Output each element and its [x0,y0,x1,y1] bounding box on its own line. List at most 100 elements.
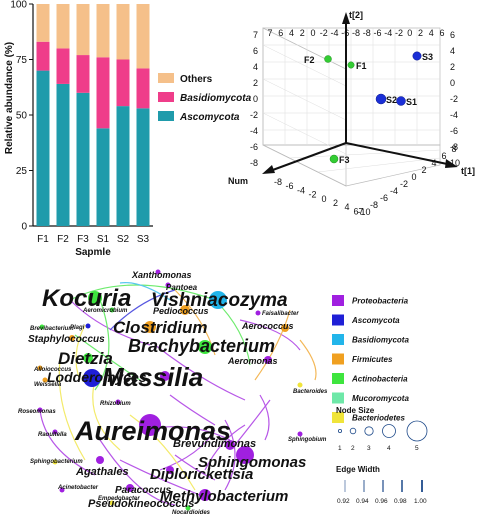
node-roseomonas [37,407,43,413]
label-sphingomonas: Sphingomonas [198,454,306,471]
pca-tick-label: -8 [250,158,258,168]
node-brevibacterium [39,324,45,330]
label-vishniacozyma: Vishniacozyma [151,290,288,311]
node-methylobacterium [199,489,211,501]
pca-axis-num-arrow [262,165,275,174]
phylum-swatch [332,373,344,384]
pca-point-f3: F3 [329,154,350,165]
node-agathales [96,456,104,464]
node-aeromicrobium [109,307,115,313]
bar-x-tick-label: F2 [57,234,69,245]
label-empedobacter: Empedobacter [98,496,140,502]
pca-axis-t2-arrow [342,12,350,24]
phylum-label: Mucoromycota [352,394,409,403]
phylum-swatch [332,412,344,423]
pca-tick-label: 0 [253,94,258,104]
node-aureimonas [139,414,161,436]
bar-others-f3 [76,4,90,56]
pca-tick-label: 0 [321,194,326,204]
pca-tick-label: 7 [253,30,258,40]
edge-width-legend: Edge Width 0.92 0.94 0.96 0.98 1.00 [336,465,427,505]
pca-gridlines [262,28,441,173]
pca-tick-label: -2 [320,28,328,38]
bar-ylabel: Relative abundance (%) [4,42,15,154]
pca-tick-label: 2 [333,198,338,208]
svg-text:0.96: 0.96 [375,498,388,505]
pca-tick-label: 7 [267,28,272,38]
pca-tick-label: -2 [250,110,258,120]
pca-tick-label: 6 [253,46,258,56]
bar-basidiomycota-f3 [76,55,90,93]
bar-others-f2 [56,4,70,49]
svg-text:F2: F2 [304,55,315,65]
pca-tick-label: 6 [439,28,444,38]
bar-chart: Relative abundance (%) 0 25 50 75 100 F1 F2 F3… [4,0,252,258]
phylum-label: Firmicutes [352,355,393,364]
node-rhizobium [115,399,121,405]
pca-tick-label: -8 [363,28,371,38]
pca-tick-label: 2 [253,78,258,88]
phylum-legend: Proteobacteria Ascomycota Basidiomycota Fir… [332,295,409,423]
svg-text:S1: S1 [406,97,417,107]
label-aureimonas: Aureimonas [74,416,231,446]
node-size-title: Node Size [336,406,375,415]
pca-label-t2: t[2] [349,10,363,20]
label-faisalibacter: Faisalibacter [262,311,299,317]
pca-right-ticks: 6 4 2 0 -2 -4 -6 -8 10 [450,30,460,168]
network-edges [39,282,317,506]
node-faisalibacter [255,310,261,316]
label-pantoea: Pantoea [166,283,198,292]
svg-text:2: 2 [351,445,355,452]
bar-others-f1 [36,4,50,42]
pca-point-f2: F2 [304,55,332,65]
pca-tick-label: -6 [380,193,388,203]
svg-text:S2: S2 [386,95,397,105]
bar-x-tick-label: S2 [117,234,130,245]
bar-ascomycota-f1 [36,70,50,226]
node-paracoccus [126,484,134,492]
pca-tick-label: 2 [300,28,305,38]
network-graph: Xanthomonas Pantoea Kocuria Vishniacozym… [18,269,328,516]
bar-ascomycota-s1 [96,128,110,226]
phylum-label: Bacteriodetes [352,414,405,423]
node-brevundimonas [225,440,235,450]
pca-tick-label: -6 [373,28,381,38]
bar-basidiomycota-s3 [136,68,150,109]
pca-back-wall [262,27,441,146]
node-brachybacterium [198,340,212,354]
pca-tick-label: -2 [308,190,316,200]
phylum-label: Ascomycota [351,316,400,325]
node-sphingomonas [236,446,254,464]
pca-tick-label: -8 [370,200,378,210]
network-labels: Xanthomonas Pantoea Kocuria Vishniacozym… [18,270,328,516]
legend-swatch-basidiomycota [158,92,174,102]
label-aeromonas: Aeromonas [227,356,278,366]
legend-label-others: Others [180,74,213,85]
phylum-label: Actinobacteria [351,375,408,384]
node-xanthomonas [155,269,161,275]
label-plagi: Plagi [70,325,85,331]
pca-tick-label: 6 [278,28,283,38]
node-diplorickettsia [166,466,174,474]
pca-tick-label: -2 [395,28,403,38]
pca-tick-label: 4 [289,28,294,38]
node-sphingobacterium [52,459,58,465]
pca-axis-t1 [345,142,453,166]
pca-tick-label: -6 [341,28,349,38]
pca-point-s2: S2 [375,93,397,105]
svg-text:5: 5 [415,445,419,452]
pca-tick-label: -6 [285,181,293,191]
label-clostridium: Clostridium [113,318,207,337]
pca-label-t1: t[1] [461,166,475,176]
label-methylobacterium: Methylobacterium [160,488,288,505]
bar-x-tick-label: S3 [137,234,150,245]
pca-tick-label: 6 [450,30,455,40]
phylum-swatch [332,295,344,306]
label-raoultella: Raoultella [38,432,67,438]
pca-tick-label: -8 [274,177,282,187]
bar-x-tick-label: S1 [97,234,110,245]
pca-tick-label: 4 [344,202,349,212]
node-raoultella [52,429,58,435]
label-brevundimonas: Brevundimonas [173,438,256,450]
pca-3d-plot: t[2] t[1] Num 7 6 4 2 0 -2 -4 -6 -8 -8 -6 -4 -2 0 2 4 6 … [228,10,475,217]
